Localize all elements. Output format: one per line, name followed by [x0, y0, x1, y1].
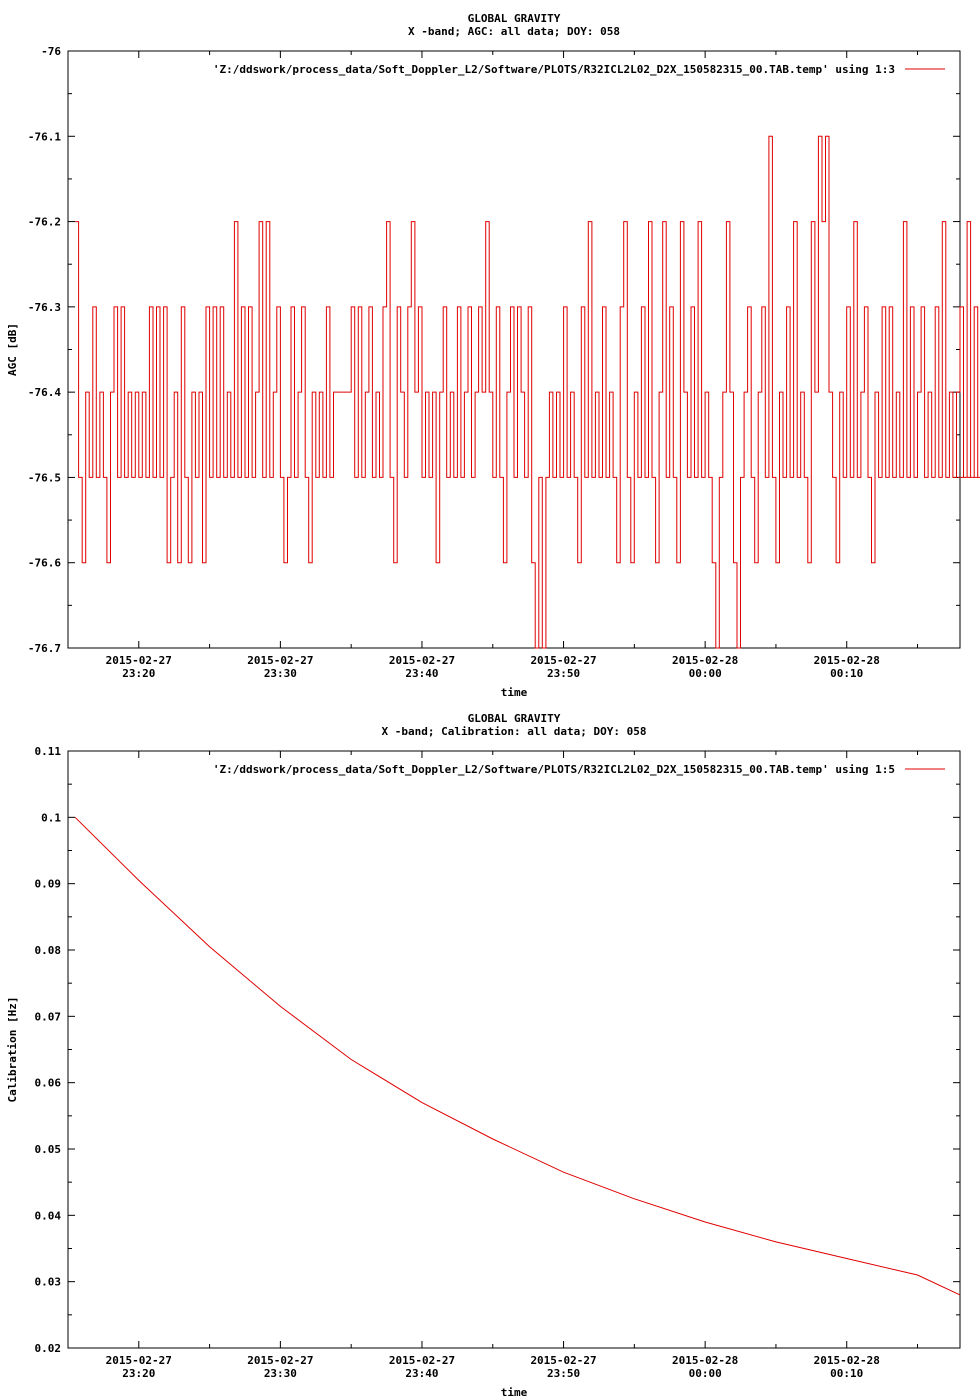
x-tick-date-label: 2015-02-28	[814, 654, 880, 667]
x-tick-date-label: 2015-02-27	[106, 654, 172, 667]
x-tick-time-label: 23:50	[547, 1367, 580, 1380]
x-tick-date-label: 2015-02-28	[672, 1354, 738, 1367]
x-tick-date-label: 2015-02-27	[106, 1354, 172, 1367]
y-tick-label: 0.05	[35, 1143, 62, 1156]
y-axis-label: AGC [dB]	[6, 323, 19, 376]
x-tick-time-label: 23:40	[405, 1367, 438, 1380]
x-tick-time-label: 23:20	[122, 667, 155, 680]
x-tick-date-label: 2015-02-27	[247, 1354, 313, 1367]
legend-label: 'Z:/ddswork/process_data/Soft_Doppler_L2…	[213, 63, 895, 76]
y-tick-label: 0.11	[35, 745, 62, 758]
y-tick-label: -76.7	[28, 642, 61, 655]
y-tick-label: 0.08	[35, 944, 62, 957]
x-tick-time-label: 23:30	[264, 1367, 297, 1380]
legend-label: 'Z:/ddswork/process_data/Soft_Doppler_L2…	[213, 763, 895, 776]
y-tick-label: 0.04	[35, 1209, 62, 1222]
y-tick-label: -76	[41, 45, 61, 58]
y-tick-label: -76.1	[28, 130, 61, 143]
x-tick-date-label: 2015-02-27	[389, 1354, 455, 1367]
x-tick-time-label: 23:30	[264, 667, 297, 680]
x-tick-date-label: 2015-02-27	[530, 654, 596, 667]
x-tick-time-label: 00:10	[830, 667, 863, 680]
y-tick-label: -76.2	[28, 216, 61, 229]
y-tick-label: 0.06	[35, 1077, 62, 1090]
series-line	[74, 816, 961, 1296]
x-tick-time-label: 00:00	[689, 667, 722, 680]
x-tick-time-label: 00:10	[830, 1367, 863, 1380]
y-tick-label: 0.02	[35, 1342, 62, 1355]
chart-title: GLOBAL GRAVITY	[468, 712, 561, 725]
chart-title: GLOBAL GRAVITY	[468, 12, 561, 25]
y-tick-label: -76.3	[28, 301, 61, 314]
y-tick-label: 0.09	[35, 878, 62, 891]
x-axis-label: time	[501, 686, 528, 699]
x-tick-date-label: 2015-02-27	[389, 654, 455, 667]
series-line	[75, 135, 980, 649]
plot-frame	[67, 750, 961, 1349]
x-tick-date-label: 2015-02-27	[247, 654, 313, 667]
x-tick-time-label: 23:40	[405, 667, 438, 680]
x-tick-date-label: 2015-02-27	[530, 1354, 596, 1367]
y-tick-label: 0.07	[35, 1010, 62, 1023]
x-tick-date-label: 2015-02-28	[814, 1354, 880, 1367]
y-tick-label: -76.5	[28, 471, 61, 484]
x-tick-date-label: 2015-02-28	[672, 654, 738, 667]
chart-subtitle: X -band; Calibration: all data; DOY: 058	[382, 725, 647, 738]
x-axis-label: time	[501, 1386, 528, 1399]
y-tick-label: -76.4	[28, 386, 61, 399]
x-tick-time-label: 00:00	[689, 1367, 722, 1380]
y-tick-label: 0.1	[41, 811, 61, 824]
x-tick-time-label: 23:50	[547, 667, 580, 680]
x-tick-time-label: 23:20	[122, 1367, 155, 1380]
y-axis-label: Calibration [Hz]	[6, 997, 19, 1103]
y-tick-label: 0.03	[35, 1276, 62, 1289]
chart-subtitle: X -band; AGC: all data; DOY: 058	[408, 25, 620, 38]
y-tick-label: -76.6	[28, 557, 61, 570]
